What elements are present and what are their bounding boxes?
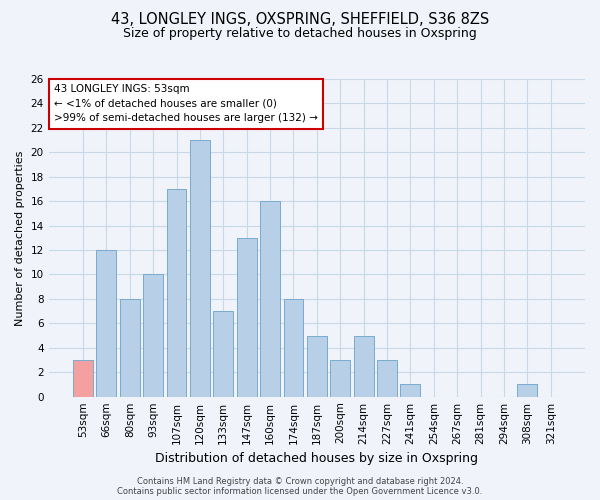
Bar [167,189,187,396]
Y-axis label: Number of detached properties: Number of detached properties [15,150,25,326]
Bar [284,299,304,396]
Bar [307,336,327,396]
Bar [120,299,140,396]
Text: 43, LONGLEY INGS, OXSPRING, SHEFFIELD, S36 8ZS: 43, LONGLEY INGS, OXSPRING, SHEFFIELD, S… [111,12,489,28]
Bar [190,140,210,396]
Bar [377,360,397,397]
Bar [400,384,421,396]
Bar [214,311,233,396]
Bar [260,201,280,396]
Bar [97,250,116,396]
Text: 43 LONGLEY INGS: 53sqm
← <1% of detached houses are smaller (0)
>99% of semi-det: 43 LONGLEY INGS: 53sqm ← <1% of detached… [54,84,318,124]
Text: Contains public sector information licensed under the Open Government Licence v3: Contains public sector information licen… [118,487,482,496]
Bar [517,384,537,396]
X-axis label: Distribution of detached houses by size in Oxspring: Distribution of detached houses by size … [155,452,478,465]
Text: Contains HM Land Registry data © Crown copyright and database right 2024.: Contains HM Land Registry data © Crown c… [137,477,463,486]
Text: Size of property relative to detached houses in Oxspring: Size of property relative to detached ho… [123,28,477,40]
Bar [73,360,93,397]
Bar [237,238,257,396]
Bar [330,360,350,397]
Bar [353,336,374,396]
Bar [143,274,163,396]
